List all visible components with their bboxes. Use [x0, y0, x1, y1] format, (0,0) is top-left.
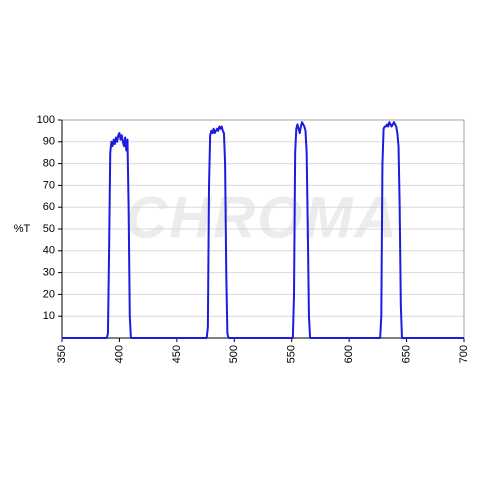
y-tick-label: 30	[43, 267, 55, 279]
series-line	[62, 121, 464, 339]
y-tick-label: 10	[43, 310, 55, 322]
y-tick-label: 20	[43, 288, 55, 300]
watermark: CHROMA	[126, 185, 399, 250]
x-tick-label: 600	[343, 345, 355, 363]
x-tick-label: 400	[113, 345, 125, 363]
x-tick-label: 350	[56, 345, 68, 363]
x-tick-label: 550	[286, 345, 298, 363]
y-tick-label: 80	[43, 158, 55, 170]
y-tick-label: 100	[37, 114, 55, 126]
x-tick-label: 450	[171, 345, 183, 363]
y-tick-label: 50	[43, 223, 55, 235]
x-tick-label: 700	[458, 345, 470, 363]
y-tick-label: 70	[43, 179, 55, 191]
y-tick-label: 60	[43, 201, 55, 213]
y-tick-label: 90	[43, 136, 55, 148]
y-tick-label: 40	[43, 245, 55, 257]
y-axis-label: %T	[14, 223, 31, 235]
x-tick-label: 500	[228, 345, 240, 363]
x-tick-label: 650	[400, 345, 412, 363]
